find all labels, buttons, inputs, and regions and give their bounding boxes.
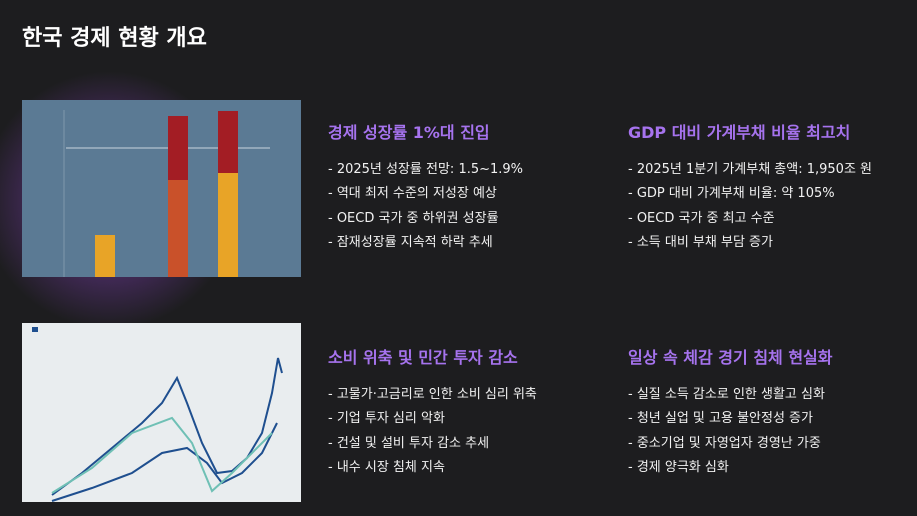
bullet-item: - 중소기업 및 자영업자 경영난 가중	[628, 435, 821, 451]
section: 일상 속 체감 경기 침체 현실화 - 실질 소득 감소로 인한 생활고 심화 - …	[628, 347, 913, 480]
section-heading: 소비 위축 및 민간 투자 감소	[328, 348, 518, 367]
bullet-item: - 기업 투자 심리 악화	[328, 411, 445, 427]
bullet-item: - 잠재성장률 지속적 하락 추세	[328, 234, 493, 250]
growth-image	[22, 100, 301, 277]
section: GDP 대비 가계부채 비율 최고치 - 2025년 1분기 가계부채 총액: 1…	[628, 122, 913, 255]
slide-title: 한국 경제 현황 개요	[22, 26, 207, 51]
bullet-item: - 2025년 1분기 가계부채 총액: 1,950조 원	[628, 162, 872, 177]
section-heading: 일상 속 체감 경기 침체 현실화	[628, 348, 833, 367]
bullet-item: - OECD 국가 중 최고 수준	[628, 210, 775, 226]
bullet-item: - OECD 국가 중 하위권 성장률	[328, 210, 499, 226]
bullet-item: - 역대 최저 수준의 저성장 예상	[328, 186, 497, 202]
bullet-item: - 소득 대비 부채 부담 증가	[628, 234, 773, 250]
section: 소비 위축 및 민간 투자 감소 - 고물가·고금리로 인한 소비 심리 위축 - …	[328, 347, 613, 480]
section-heading: GDP 대비 가계부채 비율 최고치	[628, 123, 851, 142]
section-heading: 경제 성장률 1%대 진입	[328, 123, 490, 142]
bullet-item: - 경제 양극화 심화	[628, 459, 729, 475]
bullet-item: - GDP 대비 가계부채 비율: 약 105%	[628, 186, 835, 202]
bullet-item: - 2025년 성장률 전망: 1.5~1.9%	[328, 162, 524, 177]
bullet-item: - 내수 시장 침체 지속	[328, 459, 445, 475]
bullet-item: - 실질 소득 감소로 인한 생활고 심화	[628, 387, 825, 402]
section: 경제 성장률 1%대 진입 - 2025년 성장률 전망: 1.5~1.9% - 역…	[328, 122, 613, 255]
bullet-item: - 건설 및 설비 투자 감소 추세	[328, 435, 490, 451]
trend-image	[22, 323, 301, 502]
bullet-item: - 청년 실업 및 고용 불안정성 증가	[628, 411, 813, 427]
bullet-item: - 고물가·고금리로 인한 소비 심리 위축	[328, 387, 537, 402]
